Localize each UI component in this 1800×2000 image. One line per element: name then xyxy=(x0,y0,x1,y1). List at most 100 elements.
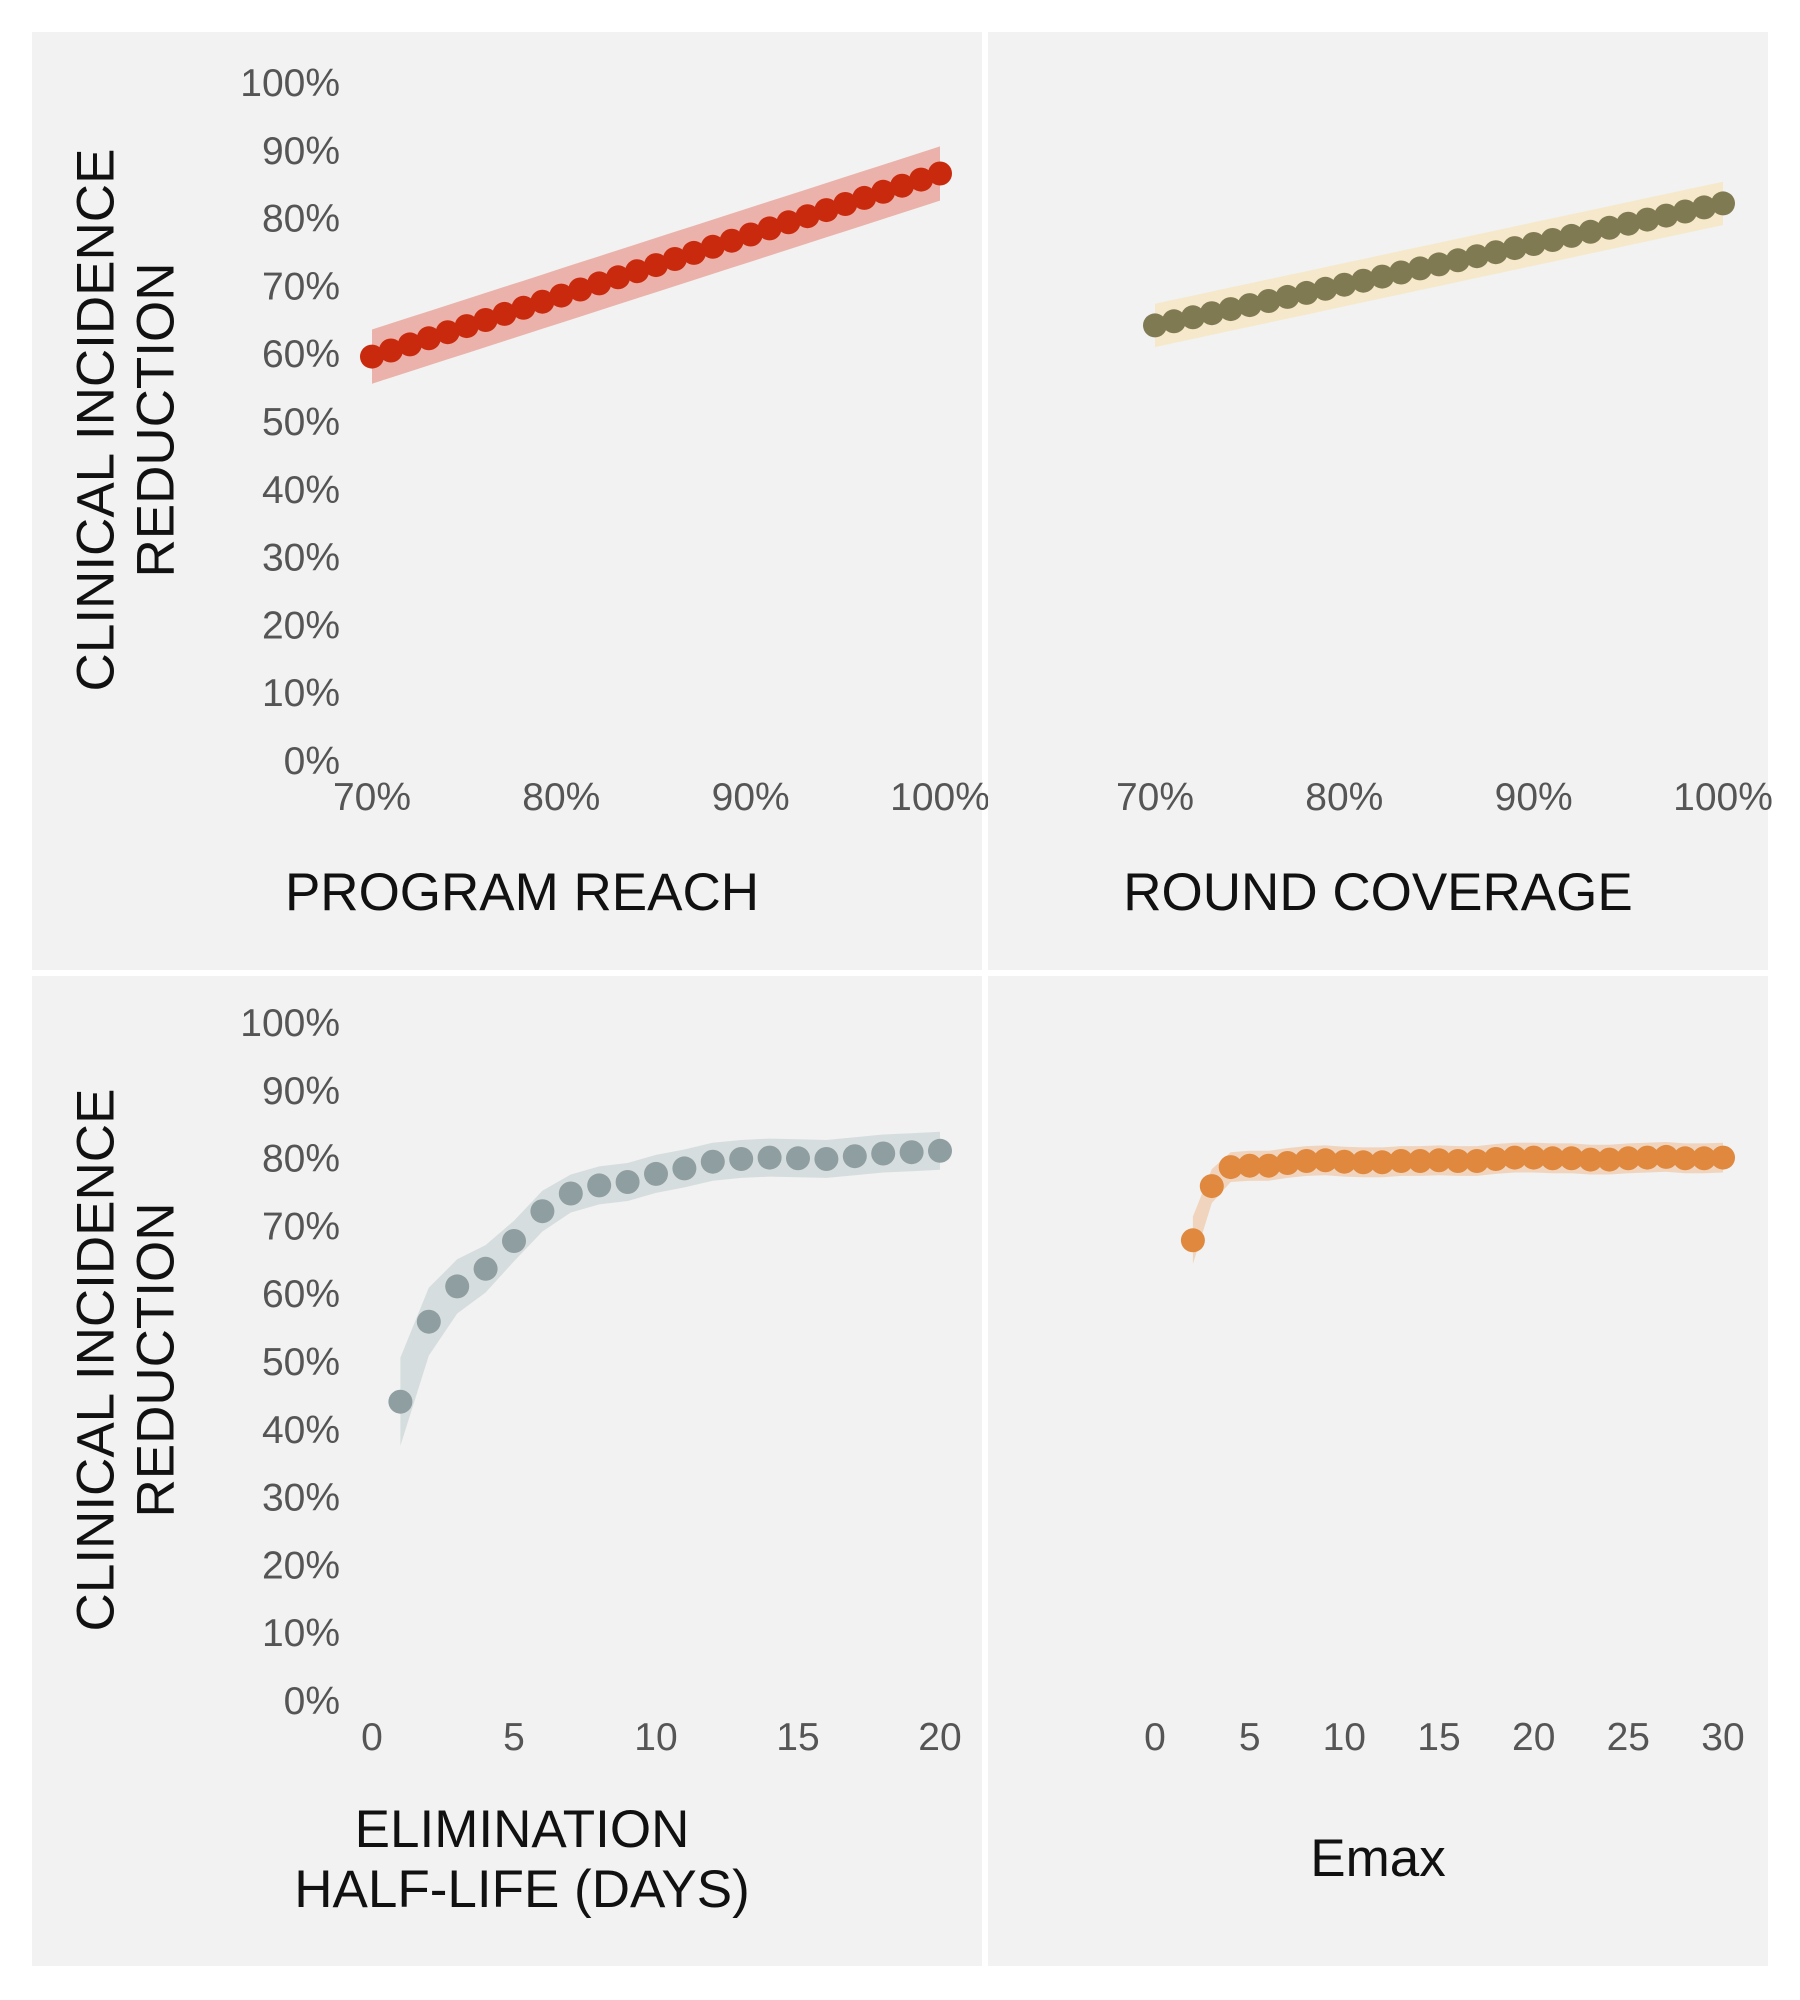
y-tick-label: 60% xyxy=(262,1273,340,1316)
data-point xyxy=(615,1170,640,1194)
x-tick-label: 70% xyxy=(333,776,411,819)
data-point xyxy=(1502,1145,1527,1170)
data-point xyxy=(1389,260,1414,285)
data-point xyxy=(1237,293,1262,318)
x-tick-label: 5 xyxy=(503,1716,525,1759)
data-point xyxy=(1389,1149,1414,1173)
y-tick-label: 80% xyxy=(262,1138,340,1181)
data-point xyxy=(871,1141,896,1166)
data-point xyxy=(606,265,631,290)
data-point xyxy=(1351,1150,1376,1175)
data-point xyxy=(1313,1148,1338,1173)
x-tick-label: 30 xyxy=(1701,1716,1744,1759)
data-point xyxy=(530,289,555,314)
data-point xyxy=(1218,297,1243,322)
data-point xyxy=(1294,280,1319,305)
y-tick-label: 10% xyxy=(262,672,340,715)
data-point xyxy=(558,1181,583,1206)
y-tick-label: 0% xyxy=(284,740,340,783)
data-point xyxy=(473,1256,498,1281)
data-point xyxy=(1597,215,1622,240)
y-tick-label: 50% xyxy=(262,401,340,444)
data-point xyxy=(1445,248,1470,273)
data-point xyxy=(1711,1145,1735,1170)
x-axis-label: ELIMINATION xyxy=(355,1800,690,1859)
y-tick-label: 80% xyxy=(262,198,340,241)
data-point xyxy=(1464,244,1489,269)
data-point xyxy=(435,320,460,345)
data-point xyxy=(1616,211,1641,236)
data-point xyxy=(1635,207,1660,232)
data-point xyxy=(700,234,725,259)
data-point xyxy=(1559,223,1584,248)
panel-3: 0 5 10 15 20 0% 10% 20% 30% 40% 50% 60% 70% 80% 90% 100… xyxy=(32,976,982,1966)
data-point xyxy=(502,1229,526,1253)
y-tick-label: 90% xyxy=(262,1070,340,1113)
data-point xyxy=(644,253,668,278)
data-point xyxy=(1540,228,1565,252)
y-tick-label: 10% xyxy=(262,1612,340,1655)
y-tick-label: 70% xyxy=(262,1205,340,1248)
x-tick-label: 20 xyxy=(1512,1716,1555,1759)
data-point xyxy=(416,1309,441,1334)
x-axis-label: HALF-LIFE (DAYS) xyxy=(294,1860,749,1919)
panel-4: 0 5 10 15 20 25 30 Emax xyxy=(988,976,1768,1966)
panel-1: 70% 80% 90% 100% 0% 10% 20% 30% 40% 50% 60% 70% 80% 9… xyxy=(32,32,990,970)
y-axis-label: CLINICAL INCIDENCE xyxy=(67,149,126,692)
data-point xyxy=(776,210,801,235)
y-tick-label: 70% xyxy=(262,265,340,308)
y-tick-label: 50% xyxy=(262,1341,340,1384)
data-point xyxy=(814,1147,839,1171)
data-point xyxy=(1218,1155,1243,1180)
data-point xyxy=(1370,264,1395,289)
data-point xyxy=(1502,236,1527,261)
data-point xyxy=(360,344,384,369)
data-point xyxy=(511,295,536,320)
x-axis-label: PROGRAM REACH xyxy=(285,863,759,922)
data-point xyxy=(842,1144,867,1169)
data-point xyxy=(1199,301,1224,326)
y-tick-label: 40% xyxy=(262,469,340,512)
panel-2: 70% 80% 90% 100% ROUND COVERAGE xyxy=(988,32,1773,970)
data-point xyxy=(871,179,896,204)
x-tick-label: 80% xyxy=(1305,776,1383,819)
data-point xyxy=(833,192,858,216)
data-point xyxy=(1578,1147,1603,1172)
data-point xyxy=(1143,313,1167,338)
data-point xyxy=(1635,1145,1660,1170)
y-tick-label: 100% xyxy=(240,62,340,105)
y-tick-label: 30% xyxy=(262,1477,340,1520)
data-point xyxy=(899,1140,924,1165)
data-point xyxy=(1161,309,1186,334)
confidence-band xyxy=(1192,1142,1723,1264)
data-point xyxy=(1332,1149,1357,1174)
x-tick-label: 15 xyxy=(776,1716,819,1759)
data-point xyxy=(1692,195,1717,220)
x-tick-label: 70% xyxy=(1116,776,1194,819)
data-point xyxy=(1180,305,1205,330)
data-point xyxy=(388,1389,413,1414)
y-tick-label: 100% xyxy=(240,1002,340,1045)
data-point xyxy=(454,314,479,339)
y-tick-label: 40% xyxy=(262,1409,340,1452)
y-tick-label: 30% xyxy=(262,537,340,580)
data-point xyxy=(397,332,422,357)
data-point xyxy=(445,1274,470,1299)
data-point xyxy=(473,308,498,332)
x-tick-label: 0 xyxy=(361,1716,383,1759)
data-point xyxy=(1578,219,1603,244)
data-point xyxy=(568,277,593,302)
data-point xyxy=(587,1173,612,1198)
data-point xyxy=(1408,256,1433,281)
data-point xyxy=(1427,1148,1451,1173)
x-axis-label: ROUND COVERAGE xyxy=(1123,863,1632,922)
data-point xyxy=(795,204,820,229)
data-point xyxy=(1445,1149,1470,1173)
data-point xyxy=(1654,203,1679,228)
data-point xyxy=(738,222,763,247)
data-point xyxy=(1464,1149,1489,1173)
data-point xyxy=(1692,1146,1717,1171)
x-tick-label: 10 xyxy=(634,1716,677,1759)
data-point xyxy=(1199,1174,1224,1199)
